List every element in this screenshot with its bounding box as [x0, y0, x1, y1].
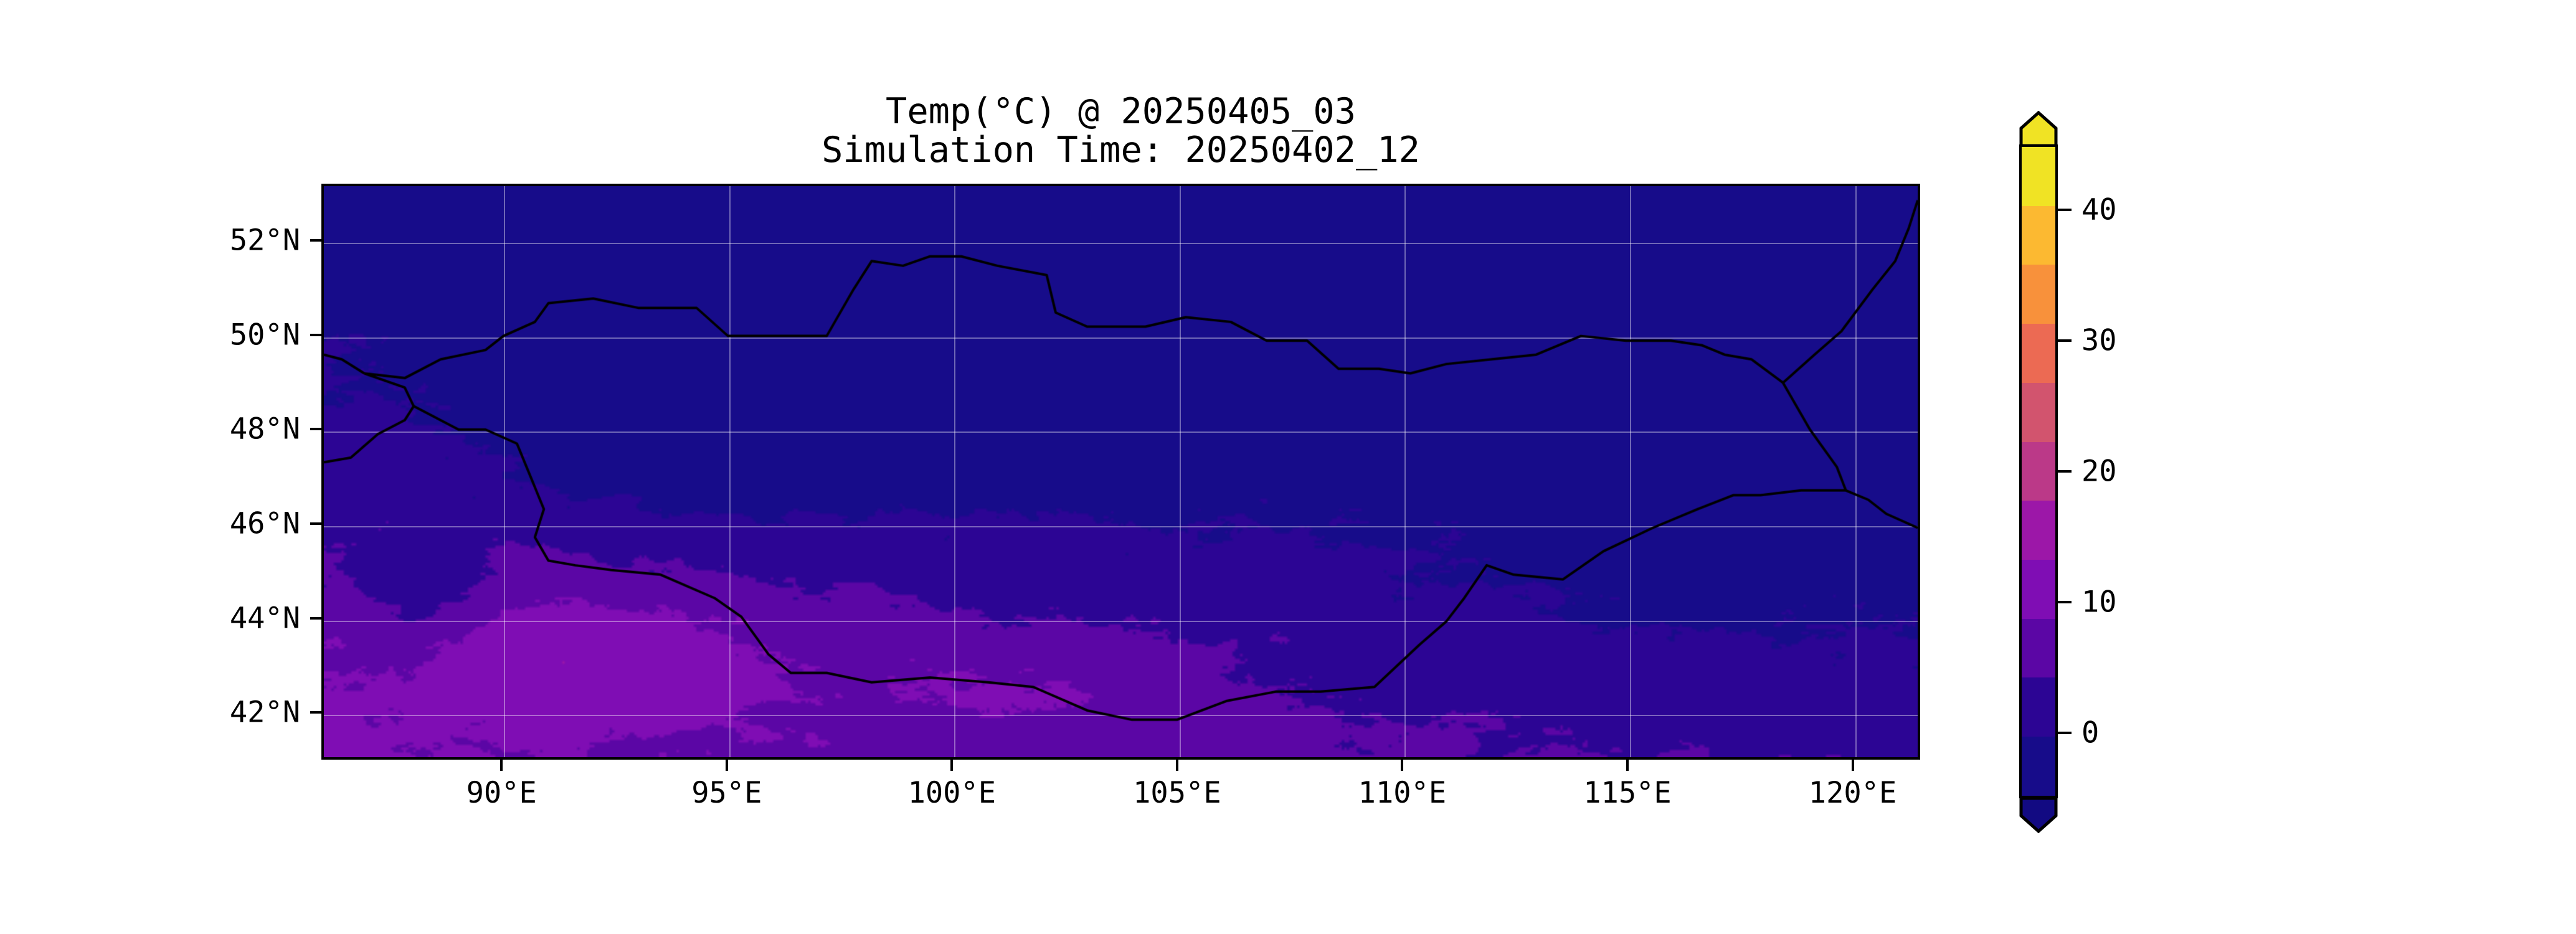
latitude-tick	[310, 522, 321, 525]
country-border-mongolia	[324, 186, 1918, 757]
colorbar-tick	[2058, 339, 2072, 342]
colorbar-tick	[2058, 732, 2072, 734]
chart-title: Temp(°C) @ 20250405_03 Simulation Time: …	[321, 92, 1920, 169]
latitude-label: 52°N	[229, 223, 300, 258]
colorbar-band	[2022, 560, 2055, 619]
colorbar-band	[2022, 382, 2055, 442]
colorbar-tick-label: 0	[2081, 715, 2100, 750]
colorbar-under-arrow	[2019, 796, 2058, 834]
title-line-2: Simulation Time: 20250402_12	[822, 130, 1420, 171]
longitude-tick	[725, 760, 728, 771]
colorbar-tick	[2058, 209, 2072, 211]
longitude-label: 90°E	[466, 776, 537, 810]
colorbar-tick-label: 30	[2081, 323, 2117, 358]
latitude-tick	[310, 333, 321, 336]
longitude-label: 110°E	[1358, 776, 1447, 810]
title-line-1: Temp(°C) @ 20250405_03	[886, 91, 1356, 132]
latitude-tick	[310, 711, 321, 714]
colorbar-tick	[2058, 601, 2072, 603]
longitude-tick	[1851, 760, 1854, 771]
latitude-label: 46°N	[229, 506, 300, 541]
latitude-axis: 52°N 50°N 48°N 46°N 44°N 42°N	[0, 184, 2576, 760]
colorbar-gradient	[2019, 144, 2058, 798]
longitude-tick	[1626, 760, 1629, 771]
longitude-tick	[950, 760, 954, 771]
latitude-tick	[310, 428, 321, 431]
longitude-label: 115°E	[1583, 776, 1672, 810]
colorbar-band	[2022, 501, 2055, 560]
latitude-tick	[310, 616, 321, 620]
colorbar-band	[2022, 677, 2055, 737]
latitude-label: 42°N	[229, 695, 300, 730]
map-plot-area	[321, 184, 1920, 760]
longitude-label: 100°E	[907, 776, 997, 810]
longitude-label: 120°E	[1808, 776, 1897, 810]
colorbar-band	[2022, 441, 2055, 501]
latitude-label: 50°N	[229, 318, 300, 352]
colorbar-band	[2022, 147, 2055, 206]
colorbar-over-arrow	[2019, 110, 2058, 148]
colorbar-band	[2022, 265, 2055, 324]
colorbar-tick-label: 20	[2081, 454, 2117, 489]
latitude-label: 44°N	[229, 601, 300, 636]
colorbar-band	[2022, 737, 2055, 796]
longitude-axis: 90°E 95°E 100°E 105°E 110°E 115°E 120°E	[321, 760, 1920, 816]
colorbar-tick-label: 40	[2081, 192, 2117, 227]
colorbar-tick-label: 10	[2081, 585, 2117, 620]
longitude-tick	[1401, 760, 1404, 771]
colorbar-band	[2022, 324, 2055, 383]
colorbar-tick	[2058, 470, 2072, 473]
colorbar-band	[2022, 205, 2055, 265]
colorbar: 40 30 20 10 0	[2019, 110, 2117, 834]
longitude-tick	[500, 760, 503, 771]
latitude-label: 48°N	[229, 412, 300, 446]
colorbar-band	[2022, 618, 2055, 678]
longitude-label: 95°E	[691, 776, 762, 810]
longitude-tick	[1175, 760, 1178, 771]
longitude-label: 105°E	[1133, 776, 1221, 810]
latitude-tick	[310, 238, 321, 242]
